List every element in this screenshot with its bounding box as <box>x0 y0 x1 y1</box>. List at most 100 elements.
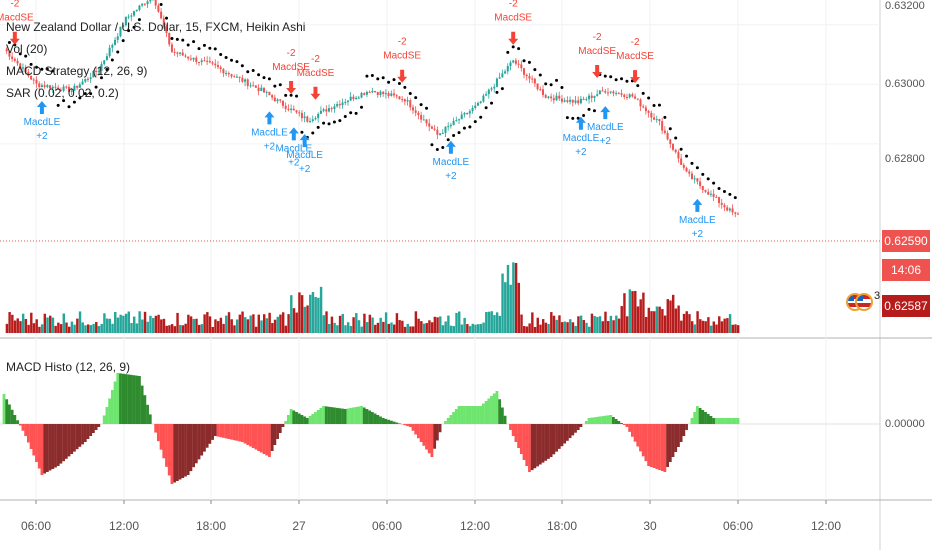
volume-bar <box>111 323 114 333</box>
candle-body <box>114 39 117 45</box>
candle-body <box>70 90 73 92</box>
sar-dot <box>289 93 293 97</box>
macd-histogram-bar <box>108 398 112 424</box>
sar-dot <box>663 115 667 119</box>
volume-bar <box>187 314 190 333</box>
candle-body <box>709 193 712 195</box>
signal-short-11: -2 MacdSE <box>578 32 616 79</box>
volume-bar <box>531 312 534 333</box>
macd-histogram-bar <box>175 424 179 481</box>
sar-dot <box>311 131 315 135</box>
candle-body <box>690 173 693 179</box>
macd-histogram-bar <box>492 393 496 424</box>
volume-bar <box>468 326 472 333</box>
volume-bar <box>653 311 656 333</box>
volume-bar <box>731 324 734 333</box>
sar-dot <box>67 105 71 109</box>
candle-body <box>393 93 396 96</box>
candle-body <box>341 102 344 106</box>
volume-bar <box>116 317 120 333</box>
macd-histogram-bar <box>156 424 160 442</box>
sar-dot <box>295 94 299 98</box>
candle-body <box>707 191 710 195</box>
sar-dot <box>100 76 104 80</box>
candle-body <box>49 85 52 89</box>
macd-histogram-bar <box>45 424 49 472</box>
candle-body <box>208 61 211 63</box>
macd-histogram-bar <box>184 424 187 477</box>
candle-body <box>468 111 471 114</box>
macd-histogram-bar <box>639 424 642 452</box>
candle-body <box>295 110 298 113</box>
volume-bar <box>173 326 177 333</box>
volume-bar <box>533 326 537 333</box>
candle-body <box>57 87 60 90</box>
candle-body <box>103 60 106 65</box>
long-signal-qty: +2 <box>692 229 704 240</box>
candle-body <box>425 119 428 124</box>
candle-body <box>579 98 582 104</box>
sar-dot <box>555 78 559 82</box>
macd-histogram-bar <box>427 424 431 454</box>
candle-body <box>346 100 349 103</box>
macd-histogram-bar <box>617 421 621 424</box>
volume-bar <box>463 317 466 333</box>
candle-body <box>271 95 274 98</box>
volume-bar <box>309 294 312 333</box>
candle-body <box>244 79 247 82</box>
macd-histogram-bar <box>121 373 125 424</box>
signal-long-12: MacdLE +2 <box>587 106 624 147</box>
sar-dot <box>397 81 401 85</box>
sar-dot <box>327 122 331 126</box>
candle-body <box>97 70 100 72</box>
macd-histogram-bar <box>211 424 214 440</box>
volume-bar <box>517 282 521 333</box>
long-signal-label: MacdLE <box>286 150 323 161</box>
volume-bar <box>344 325 347 333</box>
candle-body <box>176 52 179 54</box>
indicator-macd-strategy-label[interactable]: MACD Strategy (12, 26, 9) <box>6 64 148 78</box>
candle-body <box>111 44 114 48</box>
macd-histogram-bar <box>446 418 450 424</box>
sar-dot <box>235 60 239 64</box>
volume-bar <box>365 322 369 333</box>
candle-body <box>105 56 108 61</box>
macd-histogram-bar <box>300 415 304 424</box>
macd-histogram-bar <box>102 415 106 424</box>
macd-panel-label[interactable]: MACD Histo (12, 26, 9) <box>6 360 131 374</box>
macd-histogram-bar <box>476 406 480 424</box>
volume-bar <box>67 326 71 333</box>
macd-histogram-bar <box>701 410 705 424</box>
indicator-volume-label[interactable]: Vol (20) <box>6 42 48 56</box>
macd-histogram-bar <box>731 418 734 424</box>
candle-body <box>38 83 41 88</box>
sar-dot <box>29 62 33 66</box>
candle-body <box>160 11 163 19</box>
candle-body <box>653 117 656 120</box>
macd-histogram-bar <box>717 418 721 424</box>
macd-histogram-bar <box>319 408 323 424</box>
volume-bar <box>8 312 11 333</box>
macd-histogram-bar <box>40 424 44 475</box>
macd-histogram-bar <box>649 424 653 467</box>
volume-bar <box>349 325 353 333</box>
volume-bar <box>493 315 496 333</box>
macd-histogram-bar <box>541 424 545 463</box>
candle-body <box>200 60 203 63</box>
candle-body <box>146 1 149 5</box>
macd-zero-tick: 0.00000 <box>885 418 925 430</box>
candle-body <box>284 105 287 109</box>
volume-bar <box>341 313 344 333</box>
candle-body <box>181 52 184 56</box>
indicator-sar-label[interactable]: SAR (0.02, 0.02, 0.2) <box>6 86 119 100</box>
macd-histogram-bar <box>62 424 65 462</box>
macd-histogram-bar <box>406 424 409 427</box>
macd-histogram-bar <box>403 424 407 426</box>
signal-short-5: -2 MacdSE <box>297 54 335 100</box>
volume-bar <box>479 323 483 333</box>
macd-histogram-bar <box>644 424 648 462</box>
volume-bar <box>206 312 209 333</box>
events-flag-icon[interactable] <box>846 292 876 314</box>
short-signal-label: MacdSE <box>272 62 310 73</box>
